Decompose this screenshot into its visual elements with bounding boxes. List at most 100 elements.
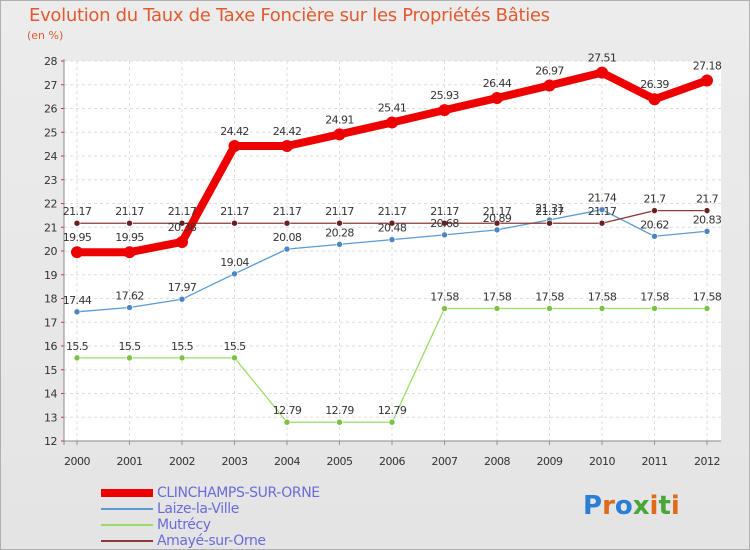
x-tick-label: 2008 (484, 455, 510, 468)
data-point (231, 219, 238, 227)
logo-letter: t (658, 491, 671, 521)
y-tick-label: 19 (44, 269, 57, 282)
data-label: 20.62 (640, 218, 669, 231)
data-label: 26.97 (535, 64, 564, 77)
data-label: 21.17 (325, 205, 354, 218)
y-tick-label: 28 (44, 55, 57, 68)
data-point (336, 219, 343, 227)
data-point (651, 232, 658, 240)
legend-label: Laize-la-Ville (157, 501, 239, 517)
x-tick-label: 2002 (169, 455, 195, 468)
data-point (388, 219, 396, 227)
y-tick-label: 21 (44, 221, 57, 234)
data-label: 21.17 (115, 205, 144, 218)
data-point (388, 236, 396, 243)
data-point (231, 354, 238, 362)
data-label: 21.74 (588, 192, 617, 205)
data-point (441, 305, 448, 312)
x-tick-label: 2007 (432, 455, 458, 468)
x-tick-label: 2004 (274, 455, 300, 468)
legend-item: Mutrécy (101, 517, 320, 533)
data-label: 21.7 (643, 193, 666, 206)
data-point (178, 219, 186, 227)
data-point (178, 295, 186, 303)
y-tick-label: 13 (44, 411, 57, 424)
y-tick-label: 25 (44, 126, 57, 139)
grid (64, 60, 721, 442)
data-label: 20.68 (430, 217, 459, 230)
legend-swatch (101, 540, 153, 542)
data-point (441, 219, 448, 227)
data-point (598, 219, 606, 227)
data-point (336, 241, 343, 248)
data-label: 17.58 (535, 290, 564, 303)
data-point (596, 66, 608, 79)
data-point (388, 418, 396, 426)
data-label: 21.17 (535, 205, 564, 218)
data-point (543, 79, 556, 92)
data-label: 15.5 (171, 340, 194, 353)
data-point (703, 227, 711, 235)
data-label: 19.95 (115, 231, 144, 244)
data-point (493, 305, 501, 312)
data-label: 21.17 (220, 205, 249, 218)
data-label: 21.17 (588, 205, 617, 218)
legend-item: CLINCHAMPS-SUR-ORNE (101, 485, 320, 501)
data-point (598, 206, 606, 213)
data-label: 20.38 (168, 221, 197, 234)
data-label: 19.04 (220, 256, 249, 269)
y-tick-label: 18 (44, 293, 57, 306)
data-point (176, 235, 188, 248)
data-label: 27.18 (693, 59, 722, 72)
data-label: 17.58 (693, 290, 722, 303)
legend-label: Amayé-sur-Orne (157, 533, 266, 549)
data-label: 25.41 (378, 102, 407, 115)
data-point (386, 116, 398, 129)
data-point (598, 305, 606, 312)
data-label: 17.97 (168, 281, 197, 294)
legend-item: Laize-la-Ville (101, 501, 320, 517)
data-point (123, 246, 136, 259)
data-label: 24.91 (325, 113, 354, 126)
series-layer (71, 66, 713, 426)
data-point (493, 226, 501, 234)
data-point (651, 207, 658, 214)
y-tick-label: 16 (44, 340, 57, 353)
y-tick-label: 20 (44, 245, 57, 258)
data-point (546, 305, 553, 312)
data-label: 12.79 (378, 404, 407, 417)
data-label: 15.5 (66, 340, 89, 353)
data-point (73, 219, 81, 227)
y-tick-label: 12 (44, 435, 57, 448)
data-label: 21.7 (696, 193, 719, 206)
data-label: 17.58 (430, 290, 459, 303)
chart-unit-label: (en %) (27, 29, 64, 42)
legend-label: Mutrécy (157, 517, 211, 533)
data-point (178, 354, 186, 362)
legend-label: CLINCHAMPS-SUR-ORNE (157, 485, 320, 501)
logo-letter: i (670, 491, 680, 521)
data-point (228, 140, 241, 153)
x-tick-label: 2010 (589, 455, 615, 468)
data-label: 20.83 (693, 213, 722, 226)
data-label: 15.5 (118, 340, 141, 353)
data-label: 17.58 (640, 290, 669, 303)
data-label: 21.17 (273, 205, 302, 218)
data-label: 19.95 (63, 231, 92, 244)
logo-letter: i (649, 491, 659, 521)
data-point (283, 418, 291, 426)
data-label: 25.93 (430, 89, 459, 102)
data-point (231, 270, 238, 278)
y-tick-label: 27 (44, 79, 57, 92)
data-point (701, 74, 713, 87)
data-label: 27.51 (588, 52, 617, 65)
data-label: 21.17 (168, 205, 197, 218)
data-point (438, 104, 451, 117)
y-tick-label: 23 (44, 174, 57, 187)
data-label: 17.44 (63, 294, 92, 307)
data-point (703, 305, 711, 312)
data-point (546, 219, 553, 227)
data-label: 24.42 (273, 125, 302, 138)
